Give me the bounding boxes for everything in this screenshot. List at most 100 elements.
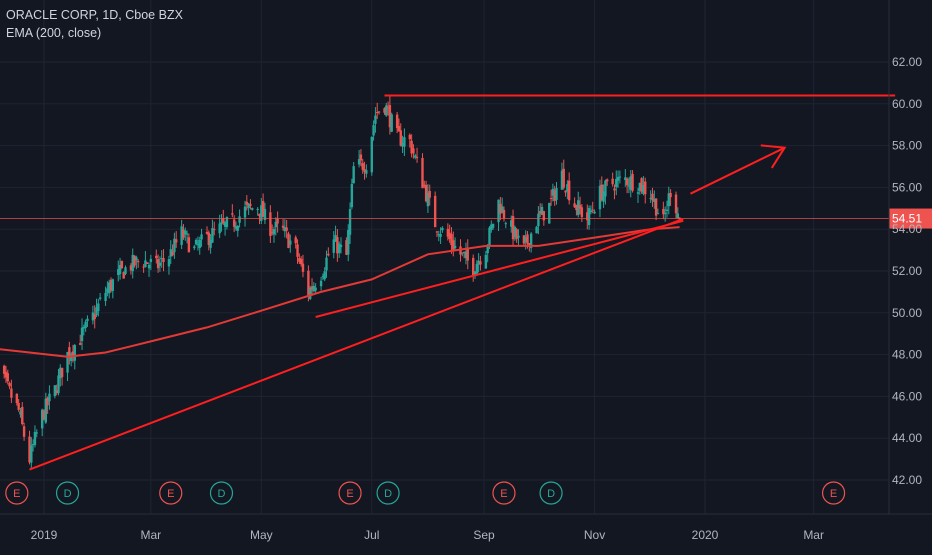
candle-body — [428, 191, 431, 198]
candle-body — [644, 181, 647, 195]
candle-body — [488, 227, 491, 246]
candle-body — [104, 292, 107, 302]
candle-body — [604, 180, 607, 197]
candle-body — [167, 259, 171, 267]
candle-body — [207, 232, 210, 245]
candle-body — [352, 166, 355, 184]
dividend-marker[interactable] — [376, 481, 400, 505]
candle-body — [155, 255, 158, 259]
event-marker-label: D — [217, 488, 225, 500]
candle-body — [567, 180, 571, 201]
candle-body — [374, 115, 377, 124]
candle-body — [334, 235, 337, 242]
candle-body — [535, 226, 538, 234]
x-tick-label: Jul — [364, 528, 379, 542]
candle-body — [388, 105, 392, 128]
candle-body — [82, 326, 86, 329]
candle-body — [421, 157, 424, 189]
earnings-marker[interactable] — [821, 481, 846, 505]
x-tick-label: 2019 — [31, 528, 58, 542]
candle-body — [249, 204, 252, 206]
candle-body — [80, 327, 84, 342]
candle-body — [285, 227, 288, 231]
candle-body — [185, 233, 189, 235]
candle-body — [642, 185, 645, 194]
event-marker-label: D — [547, 488, 555, 500]
candle-body — [654, 198, 658, 216]
candle-body — [415, 157, 419, 159]
last-price-badge — [889, 208, 932, 229]
y-tick-label: 48.00 — [892, 348, 922, 362]
candle-body — [453, 245, 457, 249]
candle-body — [106, 288, 109, 293]
candle-body — [260, 205, 263, 222]
candle-body — [564, 190, 567, 193]
candle-body — [274, 221, 278, 228]
dividend-marker[interactable] — [539, 481, 563, 505]
candle-body — [213, 229, 216, 231]
candle-body — [627, 185, 631, 187]
earnings-marker[interactable] — [5, 481, 29, 505]
candle-body — [350, 184, 354, 208]
candle-body — [60, 367, 64, 378]
candle-body — [251, 208, 254, 210]
candle-body — [59, 367, 62, 379]
candle-body — [211, 228, 214, 243]
candle-body — [144, 260, 147, 267]
candle-body — [263, 208, 267, 221]
earnings-marker[interactable] — [338, 481, 362, 505]
candle-body — [220, 222, 223, 225]
candle-body — [225, 217, 229, 228]
dividend-marker[interactable] — [55, 481, 80, 505]
candle-body — [511, 215, 515, 240]
candle-body — [399, 130, 402, 146]
candle-body — [10, 388, 13, 398]
candle-body — [477, 260, 480, 265]
candle-body — [363, 169, 366, 172]
candle-body — [656, 213, 660, 215]
candle-body — [486, 245, 489, 254]
earnings-marker[interactable] — [492, 481, 516, 505]
candle-body — [401, 143, 404, 147]
candle-body — [441, 227, 444, 231]
candle-body — [529, 233, 533, 248]
candle-body — [625, 178, 629, 186]
candle-body — [232, 219, 236, 227]
candle-body — [372, 125, 375, 136]
dividend-marker[interactable] — [209, 481, 234, 505]
earnings-marker[interactable] — [159, 481, 183, 505]
candle-body — [403, 137, 406, 147]
x-tick-label: Mar — [803, 528, 824, 542]
event-marker-label: E — [500, 488, 507, 500]
candle-body — [57, 375, 60, 394]
candle-body — [198, 240, 201, 249]
candle-body — [345, 240, 348, 255]
candle-body — [200, 234, 203, 240]
candle-body — [243, 206, 247, 218]
candle-body — [4, 371, 8, 378]
candle-body — [359, 154, 363, 161]
candle-body — [91, 312, 95, 321]
candle-body — [194, 239, 198, 245]
trendline-line — [315, 219, 684, 318]
candle-body — [276, 218, 279, 224]
candle-body — [73, 345, 76, 361]
candle-body — [580, 207, 584, 218]
candle-body — [365, 170, 368, 174]
candle-body — [93, 314, 96, 320]
chart-title: ORACLE CORP, 1D, Cboe BZX — [6, 8, 183, 22]
candle-body — [653, 198, 656, 202]
candle-body — [504, 223, 507, 225]
candle-body — [600, 184, 603, 201]
event-marker-label: D — [384, 488, 392, 500]
indicator-label: EMA (200, close) — [6, 26, 102, 40]
candle-body — [357, 159, 361, 165]
candle-body — [245, 201, 249, 205]
candle-body — [136, 261, 140, 263]
candle-body — [294, 237, 297, 244]
candle-body — [674, 194, 678, 214]
candle-body — [270, 232, 274, 234]
candle-body — [236, 225, 239, 231]
